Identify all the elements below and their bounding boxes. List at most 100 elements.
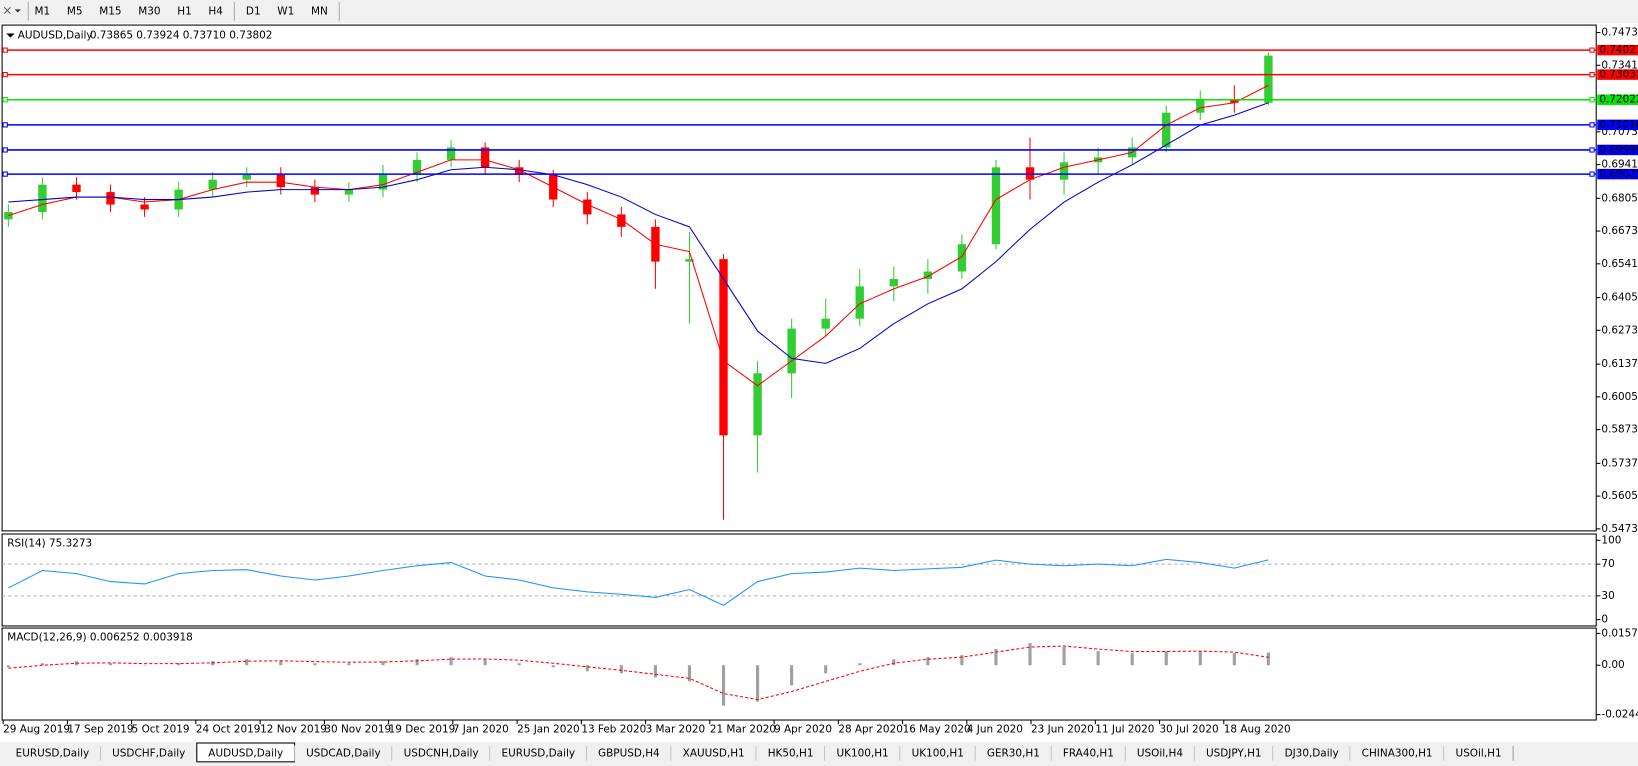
tab-label[interactable]: GER30,H1 — [987, 747, 1040, 759]
level-handle[interactable] — [1589, 47, 1595, 53]
level-handle[interactable] — [2, 147, 8, 153]
timeframe-button[interactable]: M15 — [99, 5, 121, 17]
crosshair-icon[interactable] — [3, 6, 11, 14]
tab[interactable] — [756, 745, 825, 762]
tab-label[interactable]: CHINA300,H1 — [1362, 747, 1433, 759]
tab[interactable] — [294, 745, 393, 762]
y-tick-label: 100 — [1601, 534, 1621, 546]
tab[interactable] — [975, 745, 1052, 762]
candle-body — [1196, 100, 1205, 113]
x-tick-label: 18 Aug 2020 — [1224, 723, 1291, 735]
level-handle[interactable] — [2, 171, 8, 177]
tab-label[interactable]: USOil,H1 — [1456, 747, 1502, 759]
x-tick-label: 23 Jun 2020 — [1031, 723, 1094, 735]
macd-bar — [279, 661, 283, 666]
ma-fast — [8, 84, 1269, 387]
tab[interactable] — [4, 745, 101, 762]
level-tag — [1597, 119, 1638, 131]
candle-body — [140, 204, 149, 210]
macd-bar — [551, 665, 555, 668]
tab[interactable] — [1350, 745, 1445, 762]
tab[interactable] — [1051, 745, 1126, 762]
candle-body — [957, 244, 967, 272]
level-tag — [1597, 144, 1638, 156]
tab-label[interactable]: EURUSD,Daily — [16, 747, 90, 759]
timeframe-button[interactable]: M30 — [138, 5, 160, 17]
level-label: 0.69999 — [1599, 144, 1638, 156]
symbol: AUDUSD,Daily — [18, 30, 93, 42]
x-tick-label: 17 Sep 2019 — [67, 723, 133, 735]
tab-label[interactable]: XAUUSD,H1 — [683, 747, 745, 759]
level-handle[interactable] — [1589, 122, 1595, 128]
tab[interactable] — [671, 745, 757, 762]
candle-body — [4, 211, 13, 220]
x-tick-label: 13 Feb 2020 — [581, 723, 646, 735]
tab-label[interactable]: USDCNH,Daily — [404, 747, 479, 759]
tab-label[interactable]: HK50,H1 — [768, 747, 814, 759]
tab-label[interactable]: USDCAD,Daily — [306, 747, 380, 759]
macd-bar — [687, 665, 692, 682]
macd-title: MACD(12,26,9) 0.006252 0.003918 — [7, 631, 192, 643]
x-tick-label: 30 Jul 2020 — [1160, 723, 1219, 735]
tab[interactable] — [1125, 745, 1195, 762]
tab[interactable] — [1194, 745, 1274, 762]
tab-label[interactable]: USDJPY,H1 — [1206, 747, 1262, 759]
candle-body — [753, 373, 762, 436]
dropdown-icon[interactable] — [14, 9, 21, 13]
level-handle[interactable] — [2, 122, 8, 128]
tab-label[interactable]: USDCHF,Daily — [112, 747, 185, 759]
macd-bar — [1198, 651, 1202, 666]
macd-bar — [381, 661, 385, 666]
timeframe-button[interactable]: H1 — [177, 5, 191, 17]
level-handle[interactable] — [2, 72, 8, 78]
tab[interactable] — [392, 745, 491, 762]
tab-label[interactable]: UK100,H1 — [912, 747, 964, 759]
candle-body — [208, 179, 217, 190]
tab-label[interactable]: AUDUSD,Daily — [208, 747, 283, 759]
tab[interactable] — [824, 745, 901, 762]
tab[interactable] — [586, 745, 672, 762]
tab[interactable] — [1273, 745, 1351, 762]
tab-label[interactable]: EURUSD,Daily — [502, 747, 576, 759]
level-handle[interactable] — [1589, 147, 1595, 153]
timeframe-button[interactable]: W1 — [277, 5, 294, 17]
tab[interactable] — [100, 745, 197, 762]
level-handle[interactable] — [1589, 97, 1595, 103]
macd-bar — [756, 665, 760, 702]
x-tick-label: 9 Apr 2020 — [774, 723, 832, 735]
tab-label[interactable]: GBPUSD,H4 — [598, 747, 660, 759]
tab-label[interactable]: UK100,H1 — [836, 747, 888, 759]
tab[interactable] — [490, 745, 587, 762]
level-handle[interactable] — [2, 97, 8, 103]
tab-label[interactable]: DJ30,Daily — [1285, 747, 1339, 759]
timeframe-button[interactable]: H4 — [208, 5, 223, 17]
tab-label[interactable]: USOil,H4 — [1137, 747, 1183, 759]
candle-body — [923, 271, 933, 279]
macd-bar — [926, 657, 930, 666]
timeframe-button[interactable]: M5 — [67, 5, 83, 17]
candle-body — [446, 147, 456, 160]
candle-body — [72, 184, 81, 193]
rsi-panel — [1, 533, 1597, 627]
level-handle[interactable] — [2, 47, 8, 53]
macd-bar — [415, 659, 419, 666]
x-tick-label: 3 Mar 2020 — [646, 723, 706, 735]
level-tag — [1597, 44, 1638, 56]
level-handle[interactable] — [1589, 171, 1595, 177]
timeframe-button[interactable]: D1 — [246, 5, 261, 17]
x-tick-label: 4 Jun 2020 — [967, 723, 1023, 735]
candle-body — [242, 174, 251, 180]
timeframe-button[interactable]: MN — [311, 5, 328, 17]
signal-line — [8, 645, 1269, 701]
tab[interactable] — [1444, 745, 1514, 762]
tab[interactable] — [900, 745, 976, 762]
tab-label[interactable]: FRA40,H1 — [1063, 747, 1114, 759]
collapse-icon[interactable] — [6, 33, 15, 38]
timeframe-button[interactable]: M1 — [34, 5, 50, 17]
level-handle[interactable] — [1589, 72, 1595, 78]
toolbar — [0, 0, 1638, 23]
